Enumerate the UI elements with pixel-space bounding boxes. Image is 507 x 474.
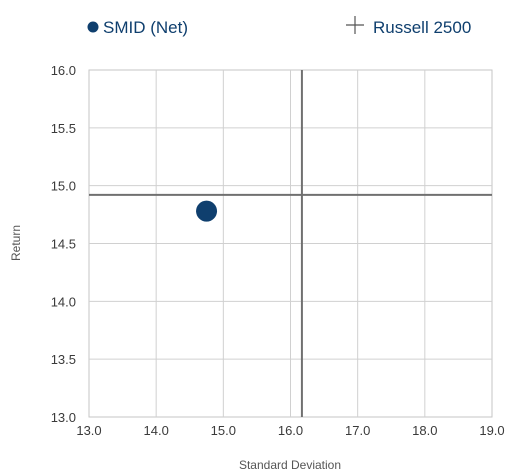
x-tick-label: 17.0 [345,423,370,438]
x-tick-label: 18.0 [412,423,437,438]
y-tick-label: 13.5 [51,352,76,367]
x-axis-title: Standard Deviation [239,458,341,472]
grid-lines [89,70,492,417]
x-tick-label: 15.0 [211,423,236,438]
x-tick-label: 19.0 [479,423,504,438]
legend-label-russell: Russell 2500 [373,18,471,37]
legend: SMID (Net) Russell 2500 [87,16,471,37]
legend-circle-marker [87,21,99,33]
y-tick-label: 14.0 [51,294,76,309]
series-layer [89,70,492,417]
y-tick-label: 13.0 [51,410,76,425]
x-axis-ticks: 13.0 14.0 15.0 16.0 17.0 18.0 19.0 [76,423,504,438]
plot-area: 13.0 14.0 15.0 16.0 17.0 18.0 19.0 13.0 13.5 14.… [51,63,505,438]
y-tick-label: 14.5 [51,237,76,252]
smid-data-point [196,200,218,222]
x-tick-label: 13.0 [76,423,101,438]
y-tick-label: 15.5 [51,121,76,136]
y-tick-label: 16.0 [51,63,76,78]
y-axis-title: Return [9,225,23,261]
x-tick-label: 16.0 [278,423,303,438]
legend-label-smid: SMID (Net) [103,18,188,37]
x-tick-label: 14.0 [144,423,169,438]
y-tick-label: 15.0 [51,179,76,194]
legend-cross-marker [346,16,364,34]
y-axis-ticks: 13.0 13.5 14.0 14.5 15.0 15.5 16.0 [51,63,76,425]
